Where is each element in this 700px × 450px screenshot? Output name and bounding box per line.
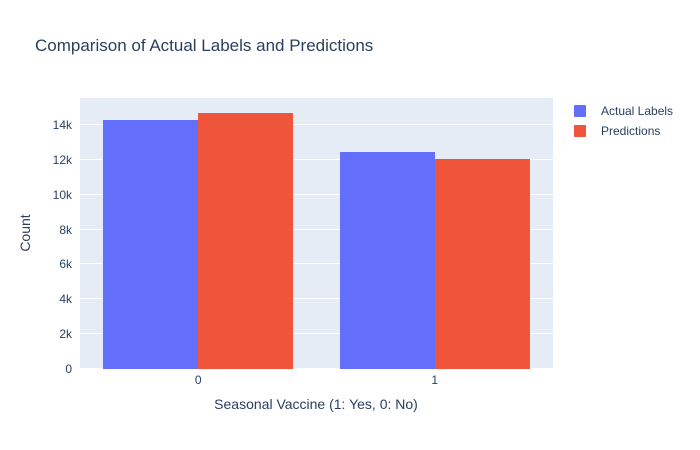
gridline-2k bbox=[80, 333, 553, 335]
legend: Actual Labels Predictions bbox=[574, 103, 673, 138]
x-tick-0: 0 bbox=[194, 373, 202, 387]
y-tick-14k: 14k bbox=[52, 118, 72, 132]
gridline-4k bbox=[80, 298, 553, 300]
y-tick-10k: 10k bbox=[52, 187, 72, 202]
gridline-8k bbox=[80, 228, 553, 230]
legend-item-predictions[interactable]: Predictions bbox=[574, 123, 673, 138]
gridline-0 bbox=[80, 368, 553, 369]
legend-swatch-predictions bbox=[574, 124, 586, 137]
legend-swatch-actual-labels bbox=[574, 104, 586, 117]
y-tick-2k: 2k bbox=[59, 327, 72, 342]
bar-predictions-1[interactable] bbox=[434, 159, 530, 369]
y-axis-title: Count bbox=[17, 214, 33, 252]
x-axis-title: Seasonal Vaccine (1: Yes, 0: No) bbox=[214, 396, 418, 412]
legend-label: Actual Labels bbox=[601, 103, 674, 118]
y-tick-12k: 12k bbox=[52, 152, 72, 167]
bar-actual-labels-0[interactable] bbox=[103, 119, 199, 369]
x-tick-1: 1 bbox=[431, 373, 439, 387]
gridline-10k bbox=[80, 193, 553, 195]
y-tick-8k: 8k bbox=[59, 222, 72, 237]
legend-label: Predictions bbox=[601, 123, 661, 138]
plot-area[interactable] bbox=[80, 98, 553, 369]
y-tick-6k: 6k bbox=[59, 257, 72, 272]
bar-predictions-0[interactable] bbox=[198, 112, 294, 369]
gridline-14k bbox=[80, 124, 553, 126]
bar-actual-labels-1[interactable] bbox=[339, 152, 435, 369]
y-tick-0: 0 bbox=[65, 362, 72, 376]
chart-title: Comparison of Actual Labels and Predicti… bbox=[35, 36, 374, 55]
legend-item-actual-labels[interactable]: Actual Labels bbox=[574, 103, 673, 118]
gridline-12k bbox=[80, 158, 553, 160]
y-tick-4k: 4k bbox=[59, 292, 72, 307]
gridline-6k bbox=[80, 263, 553, 265]
